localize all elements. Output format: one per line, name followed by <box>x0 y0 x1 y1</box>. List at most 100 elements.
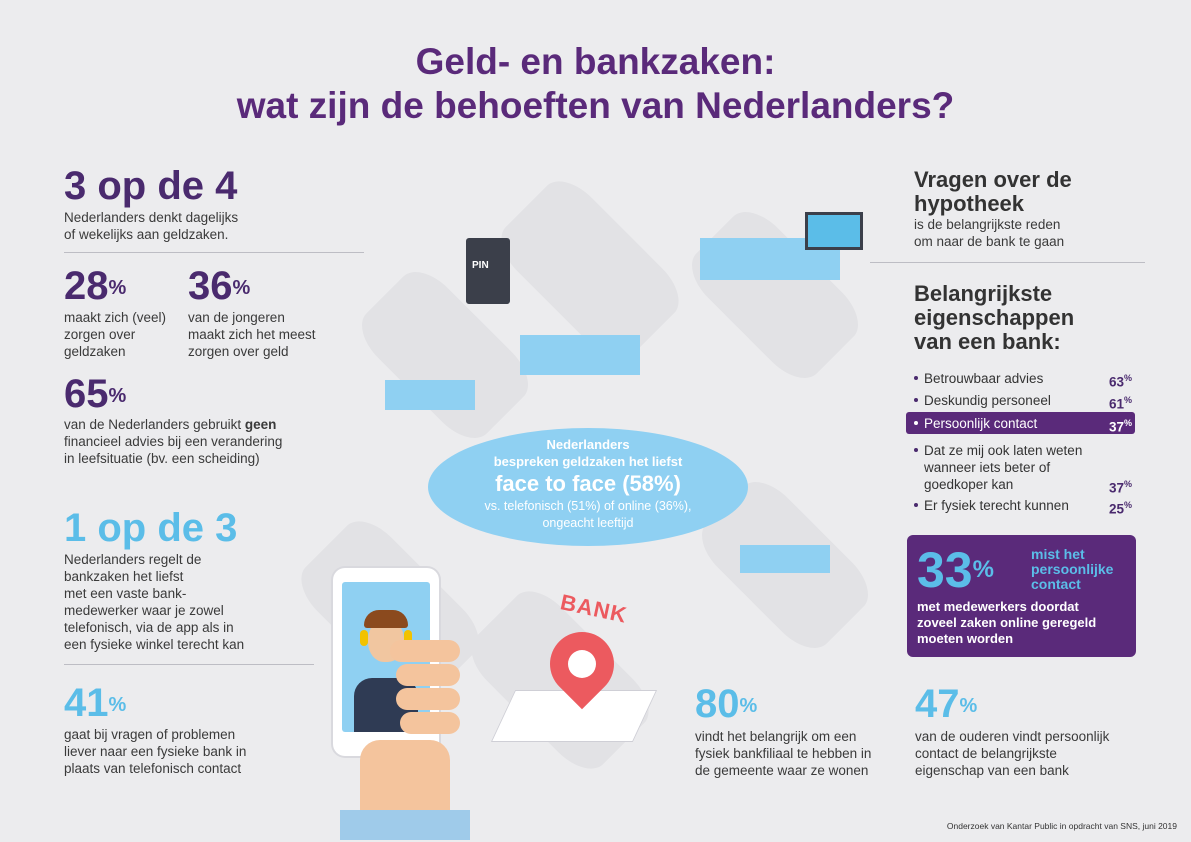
stat-28-line: zorgen over <box>64 327 136 342</box>
list-item: Dat ze mij ook laten weten wanneer iets … <box>912 442 1132 496</box>
stat-36-text: van de jongeren maakt zich het meest zor… <box>188 309 316 360</box>
stat-36-line: zorgen over geld <box>188 344 289 359</box>
list-item-label: Deskundig personeel <box>924 393 1051 408</box>
hypotheek-text: om naar de bank te gaan <box>914 234 1065 249</box>
workspace-desk <box>740 545 830 573</box>
stat-1op3-line: een fysieke winkel terecht kan <box>64 637 245 652</box>
stat-33-text: met medewerkers doordat zoveel zaken onl… <box>917 599 1096 647</box>
hand-illustration <box>300 640 470 840</box>
stat-1op3-line: met een vaste bank- <box>64 586 187 601</box>
percent-sign: % <box>108 694 127 716</box>
stat-65-text: van de Nederlanders gebruikt geen financ… <box>64 416 282 467</box>
hypotheek-heading: hypotheek <box>914 191 1025 216</box>
list-item-label: Betrouwbaar advies <box>924 371 1044 386</box>
stat-28-line: geldzaken <box>64 344 126 359</box>
stat-28-value: 28% <box>64 266 126 306</box>
stat-28-number: 28 <box>64 264 109 308</box>
list-item-value: 25% <box>1108 500 1132 517</box>
stat-47-line: contact de belangrijkste <box>915 746 1057 761</box>
list-item-label: Dat ze mij ook laten weten <box>924 443 1083 458</box>
stat-47-line: van de ouderen vindt persoonlijk <box>915 729 1110 744</box>
stat-36-line: maakt zich het meest <box>188 327 316 342</box>
stat-33-line: met medewerkers doordat <box>917 599 1079 614</box>
stat-33-line: zoveel zaken online geregeld <box>917 615 1097 630</box>
divider <box>64 664 314 665</box>
stat-80-line: de gemeente waar ze wonen <box>695 763 869 778</box>
stat-33-panel: 33% mist het persoonlijke contact met me… <box>907 535 1136 657</box>
stat-33-heading-line: persoonlijke <box>1031 561 1114 577</box>
list-item-label: goedkoper kan <box>924 477 1014 492</box>
list-item-label: Er fysiek terecht kunnen <box>924 498 1069 513</box>
center-line-4: ongeacht leeftijd <box>542 516 634 530</box>
stat-41-value: 41% <box>64 683 126 723</box>
list-item: Betrouwbaar advies 63% <box>912 370 1132 390</box>
stat-33-heading-line: mist het <box>1031 546 1085 562</box>
stat-65-text-part: van de Nederlanders gebruikt <box>64 417 245 432</box>
percent-sign: % <box>959 695 978 717</box>
stat-41-line: liever naar een fysieke bank in <box>64 744 247 759</box>
list-item-value: 37% <box>1108 479 1132 496</box>
list-item-value: 37% <box>1108 418 1132 435</box>
face-to-face-text: Nederlanders bespreken geldzaken het lie… <box>428 436 748 532</box>
stat-1op3-line: Nederlanders regelt de <box>64 552 202 567</box>
eigenschappen-heading-line: van een bank: <box>914 329 1061 354</box>
floor-tile <box>350 260 540 450</box>
stat-65-line: van de Nederlanders gebruikt geen <box>64 416 282 433</box>
list-item-highlighted: Persoonlijk contact 37% <box>912 415 1132 435</box>
stat-28-text: maakt zich (veel) zorgen over geldzaken <box>64 309 166 360</box>
title-line-2: wat zijn de behoeften van Nederlanders? <box>236 85 955 126</box>
highlight-bar <box>906 412 1135 434</box>
stat-41-line: gaat bij vragen of problemen <box>64 727 236 742</box>
stat-1op3-text: Nederlanders regelt de bankzaken het lie… <box>64 551 244 653</box>
list-item-value: 61% <box>1108 395 1132 412</box>
center-big: face to face (58%) <box>495 471 681 496</box>
percent-sign: % <box>739 695 758 717</box>
title-line-1: Geld- en bankzaken: <box>415 41 776 82</box>
percent-sign: % <box>108 277 127 299</box>
stat-33-line: moeten worden <box>917 631 1014 646</box>
stat-80-line: fysiek bankfiliaal te hebben in <box>695 746 872 761</box>
eigenschappen-heading: Belangrijkste eigenschappen van een bank… <box>914 282 1074 354</box>
stat-3op4-text: Nederlanders denkt dagelijks of wekelijk… <box>64 209 238 243</box>
page-title: Geld- en bankzaken: wat zijn de behoefte… <box>0 40 1191 128</box>
stat-3op4-line: of wekelijks aan geldzaken. <box>64 227 229 242</box>
center-line-3: vs. telefonisch (51%) of online (36%), <box>484 499 692 513</box>
stat-33-value: 33% <box>917 545 994 595</box>
divider <box>870 262 1145 263</box>
stat-65-value: 65% <box>64 374 126 414</box>
stat-1op3-line: telefonisch, via de app als in <box>64 620 234 635</box>
face-to-face-bubble <box>428 428 748 546</box>
atm-machine: PIN <box>466 238 510 304</box>
stat-36-number: 36 <box>188 264 233 308</box>
percent-sign: % <box>108 385 127 407</box>
stat-1op3-line: medewerker waar je zowel <box>64 603 224 618</box>
stat-47-text: van de ouderen vindt persoonlijk contact… <box>915 728 1109 779</box>
display-screen <box>805 212 863 250</box>
advisor-hair <box>364 610 408 628</box>
list-item-label: wanneer iets beter of <box>924 460 1051 475</box>
percent-sign: % <box>972 556 994 583</box>
hypotheek-text: is de belangrijkste reden <box>914 217 1061 232</box>
stat-3op4-line: Nederlanders denkt dagelijks <box>64 210 239 225</box>
atm-label: PIN <box>472 260 489 271</box>
hypotheek-block: Vragen over de hypotheek is de belangrij… <box>914 168 1072 250</box>
stat-41-text: gaat bij vragen of problemen liever naar… <box>64 726 246 777</box>
list-item: Er fysiek terecht kunnen 25% <box>912 497 1132 517</box>
center-line-2: bespreken geldzaken het liefst <box>493 454 683 469</box>
stat-33-heading: mist het persoonlijke contact <box>1031 547 1113 592</box>
stat-3op4-heading: 3 op de 4 <box>64 164 238 208</box>
stat-65-number: 65 <box>64 372 109 416</box>
divider <box>64 252 364 253</box>
percent-sign: % <box>232 277 251 299</box>
headset-icon <box>360 630 368 646</box>
list-item-label: Persoonlijk contact <box>924 416 1038 431</box>
stat-80-number: 80 <box>695 682 740 726</box>
stat-80-value: 80% <box>695 684 757 724</box>
meeting-desk <box>520 335 640 375</box>
stat-47-value: 47% <box>915 684 977 724</box>
stat-1op3-line: bankzaken het liefst <box>64 569 184 584</box>
list-item-value: 63% <box>1108 373 1132 390</box>
stat-80-text: vindt het belangrijk om een fysiek bankf… <box>695 728 871 779</box>
hypotheek-heading: Vragen over de <box>914 167 1072 192</box>
stat-33-number: 33 <box>917 542 973 598</box>
